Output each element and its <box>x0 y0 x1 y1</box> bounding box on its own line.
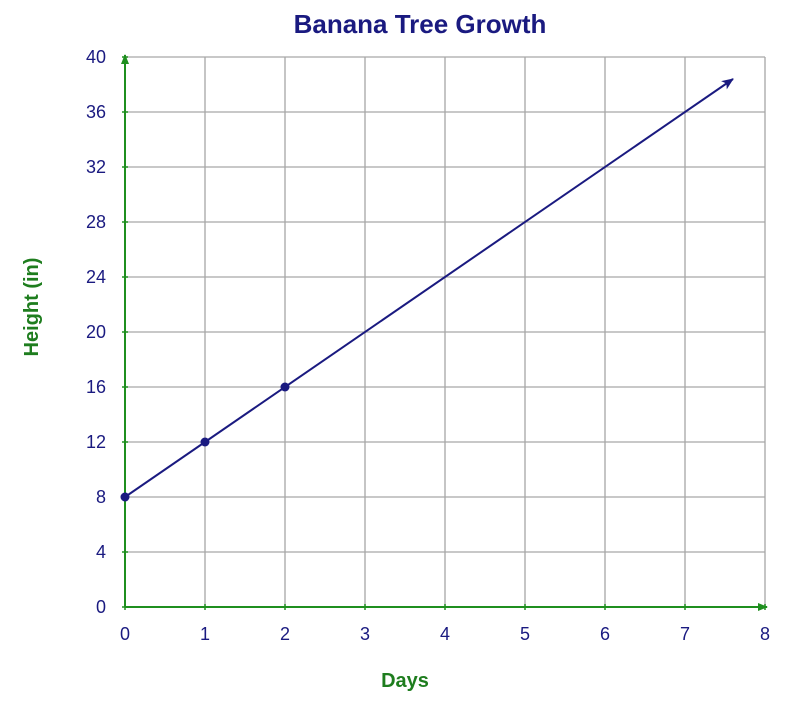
y-tick-label-36: 36 <box>86 102 106 122</box>
y-tick-label-4: 4 <box>96 542 106 562</box>
x-tick-label-0: 0 <box>120 624 130 644</box>
series-line-0 <box>124 78 734 498</box>
y-tick-label-24: 24 <box>86 267 106 287</box>
x-tick-label-1: 1 <box>200 624 210 644</box>
x-axis-label: Days <box>381 670 429 692</box>
series <box>120 78 734 502</box>
y-axis-label: Height (in) <box>21 258 43 357</box>
chart-title: Banana Tree Growth <box>294 9 547 39</box>
x-tick-label-3: 3 <box>360 624 370 644</box>
x-tick-label-6: 6 <box>600 624 610 644</box>
data-point-1 <box>200 437 210 447</box>
y-tick-label-8: 8 <box>96 487 106 507</box>
y-tick-label-32: 32 <box>86 157 106 177</box>
grid <box>125 56 766 607</box>
x-tick-label-8: 8 <box>760 624 770 644</box>
y-tick-label-16: 16 <box>86 377 106 397</box>
x-tick-label-5: 5 <box>520 624 530 644</box>
data-point-0 <box>120 492 130 502</box>
data-point-2 <box>280 382 290 392</box>
y-tick-label-40: 40 <box>86 47 106 67</box>
y-tick-label-0: 0 <box>96 597 106 617</box>
y-tick-label-12: 12 <box>86 432 106 452</box>
x-tick-label-7: 7 <box>680 624 690 644</box>
x-tick-label-2: 2 <box>280 624 290 644</box>
y-tick-label-28: 28 <box>86 212 106 232</box>
axes <box>121 54 768 611</box>
y-tick-label-20: 20 <box>86 322 106 342</box>
x-tick-label-4: 4 <box>440 624 450 644</box>
